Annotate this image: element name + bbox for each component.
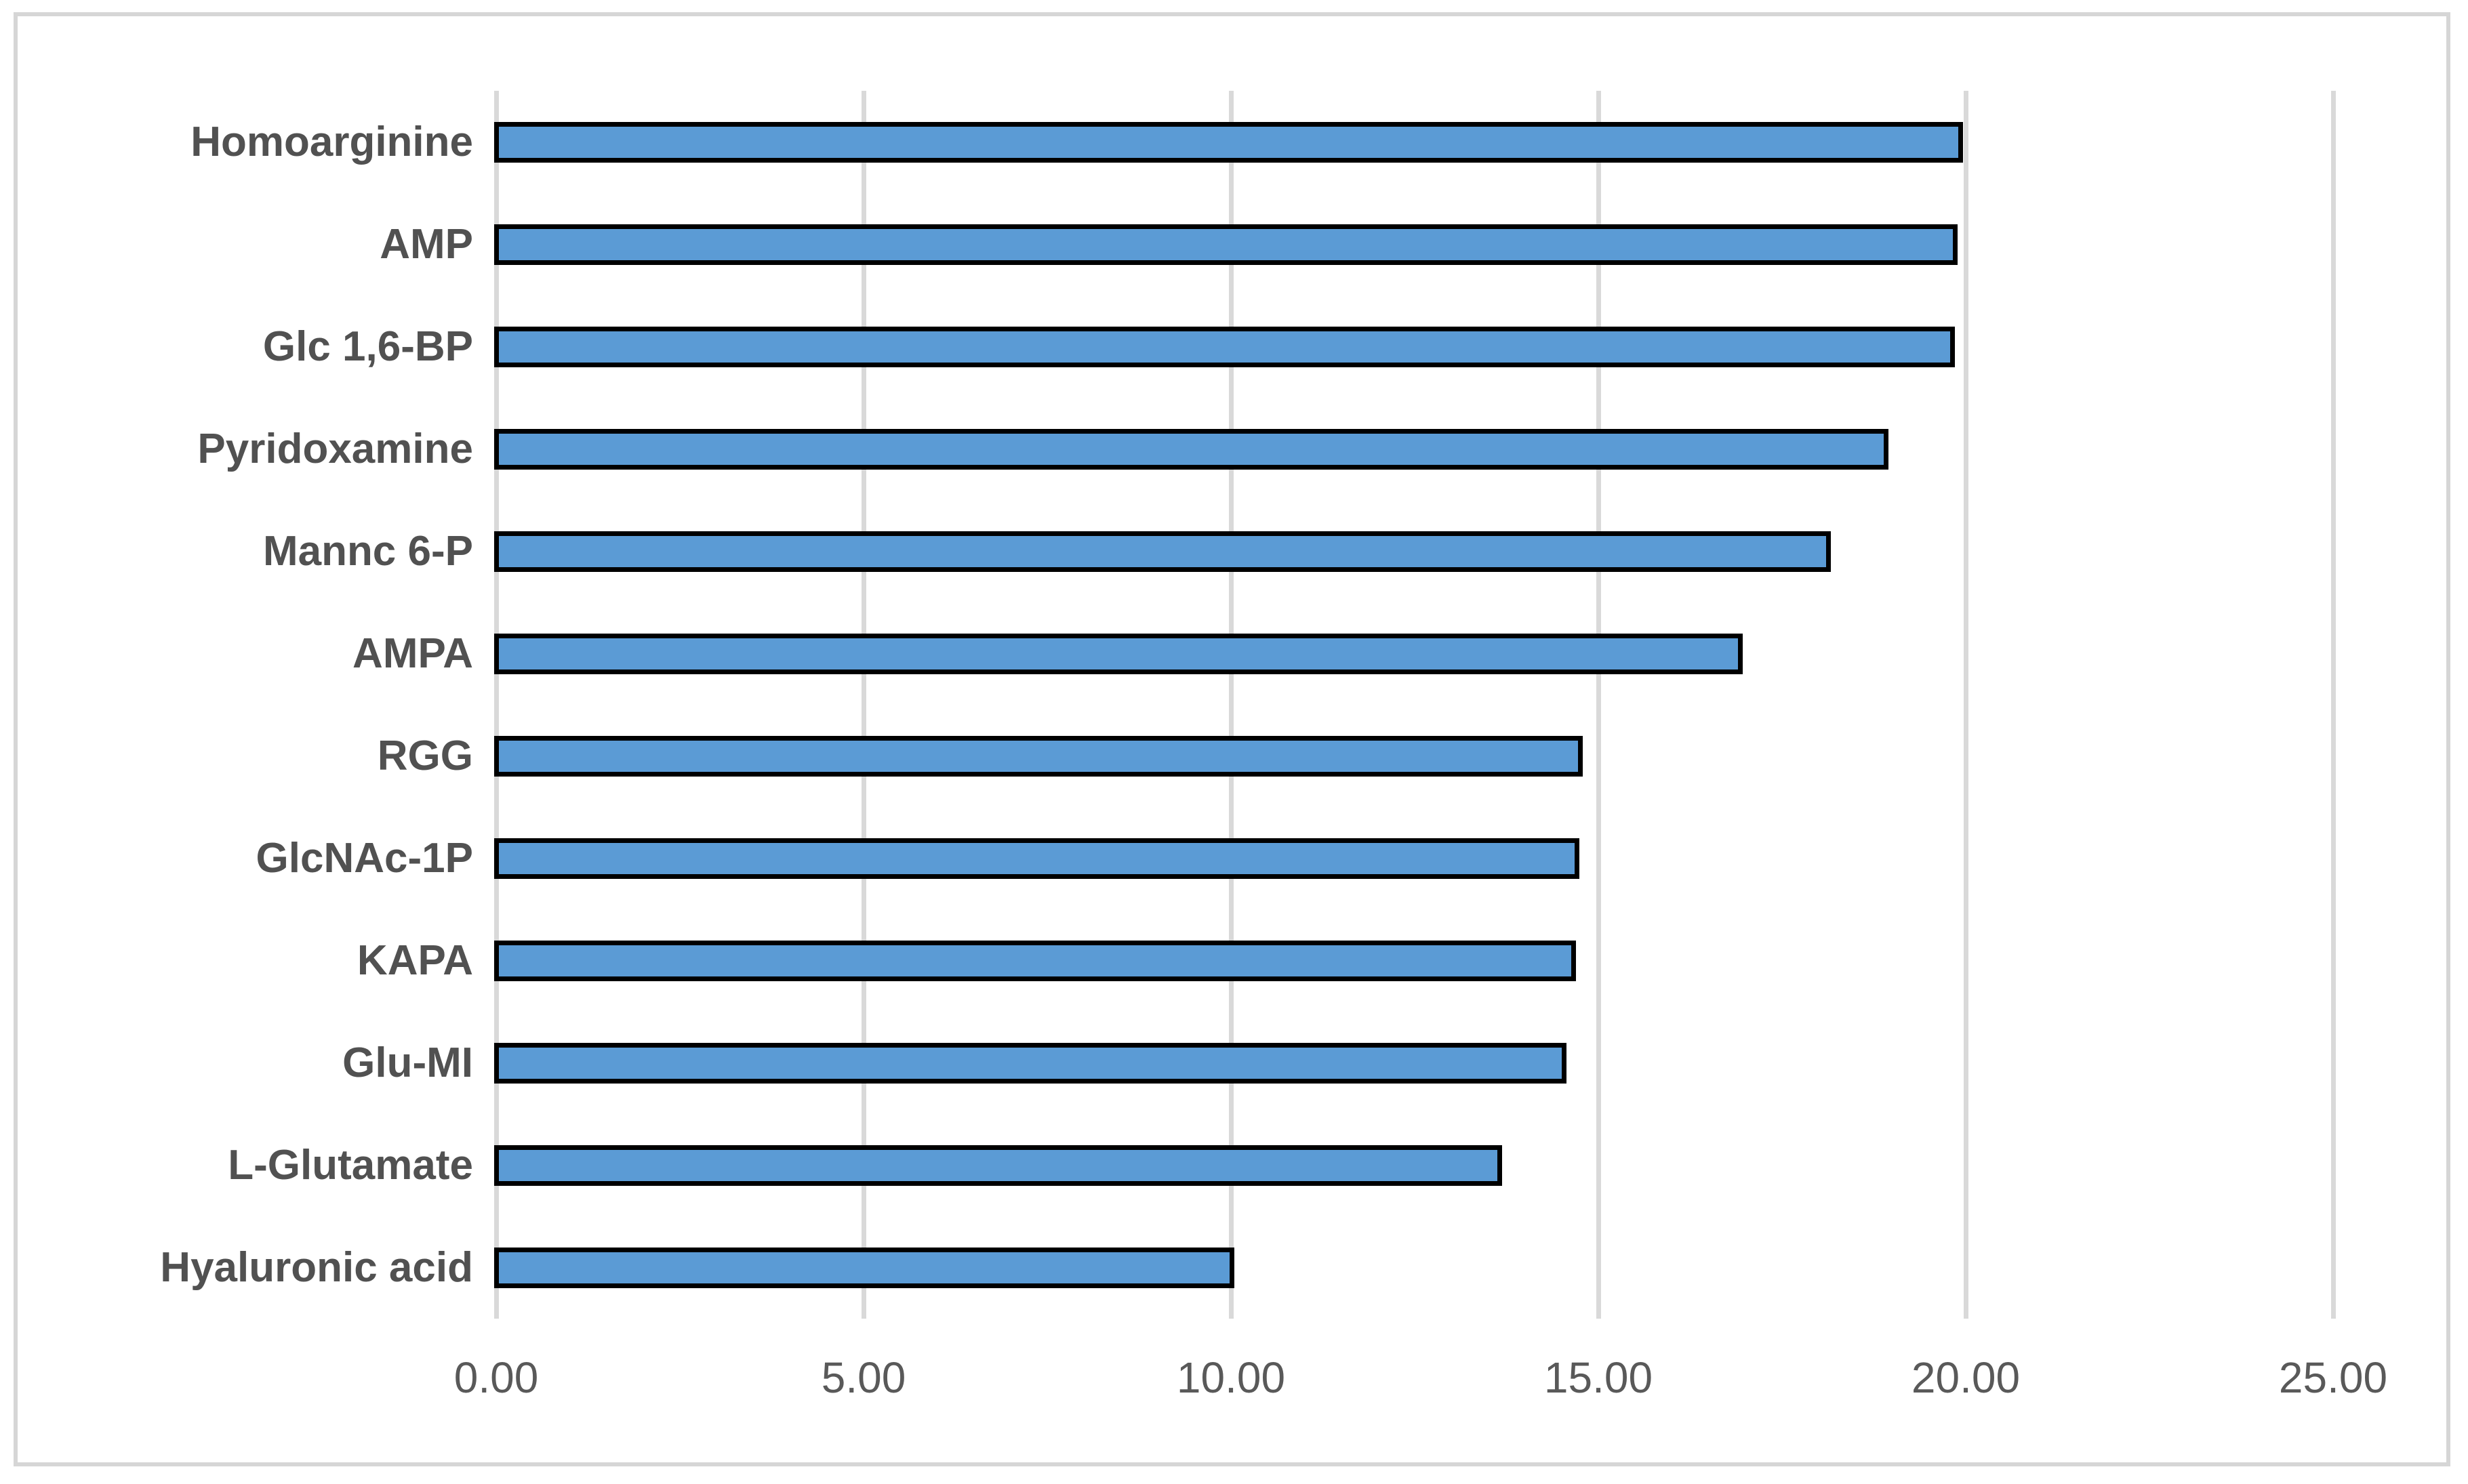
x-tick-label: 10.00 xyxy=(1176,1353,1286,1402)
bar xyxy=(493,940,1576,981)
bar xyxy=(493,838,1580,879)
x-tick-label: 20.00 xyxy=(1911,1353,2021,1402)
bar xyxy=(493,633,1743,674)
x-tick-label: 5.00 xyxy=(821,1353,906,1402)
bar xyxy=(493,224,1958,265)
category-label: Glu-MI xyxy=(342,1039,473,1086)
category-label: Homoarginine xyxy=(190,119,473,165)
category-label: Mannc 6-P xyxy=(262,528,473,575)
x-tick-label: 25.00 xyxy=(2278,1353,2388,1402)
bar xyxy=(493,531,1831,572)
bar xyxy=(493,121,1963,163)
bar xyxy=(493,326,1955,367)
category-label: Hyaluronic acid xyxy=(160,1244,473,1291)
bar xyxy=(493,428,1889,470)
gridline-5.00 xyxy=(861,91,866,1319)
x-tick-label: 15.00 xyxy=(1543,1353,1653,1402)
bar xyxy=(493,1247,1234,1288)
bar xyxy=(493,1145,1503,1186)
x-tick-label: 0.00 xyxy=(453,1353,539,1402)
category-label: AMP xyxy=(380,221,473,268)
category-label: GlcNAc-1P xyxy=(256,835,473,882)
category-label: AMPA xyxy=(352,630,473,677)
gridline-15.00 xyxy=(1596,91,1601,1319)
category-label: L-Glutamate xyxy=(228,1142,473,1189)
gridline-20.00 xyxy=(1963,91,1968,1319)
bar xyxy=(493,735,1583,777)
bar xyxy=(493,1042,1566,1084)
category-label: KAPA xyxy=(357,937,473,984)
gridline-25.00 xyxy=(2330,91,2336,1319)
chart-frame: Homoarginine AMP Glc 1,6-BP Pyridoxamine Man… xyxy=(14,12,2450,1466)
category-label: Pyridoxamine xyxy=(197,426,473,472)
category-label: Glc 1,6-BP xyxy=(262,323,473,370)
gridline-10.00 xyxy=(1228,91,1234,1319)
category-label: RGG xyxy=(377,733,473,779)
gridline-0.00 xyxy=(493,91,499,1319)
